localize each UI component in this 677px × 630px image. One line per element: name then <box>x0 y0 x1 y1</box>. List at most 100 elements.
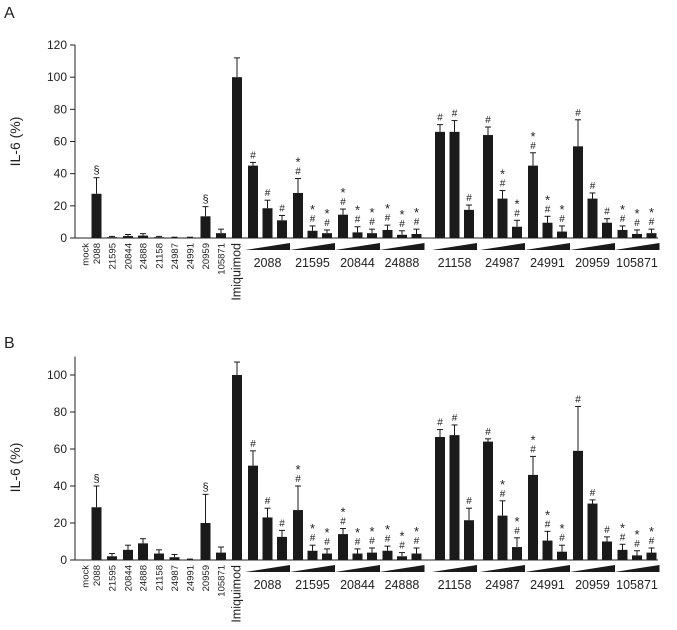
hash-mark: # <box>590 488 596 499</box>
hash-mark: # <box>279 203 285 214</box>
hash-mark: # <box>452 413 458 424</box>
bar-dose <box>367 233 377 238</box>
star-mark: * <box>399 207 404 222</box>
bar-dose <box>338 214 348 238</box>
star-mark: * <box>414 205 419 220</box>
x-tick-label: 21158 <box>155 243 166 269</box>
y-axis-label: IL-6 (%) <box>7 443 23 493</box>
bar-dose <box>464 520 474 560</box>
bar-dose <box>497 198 508 238</box>
bar-dose <box>542 540 553 560</box>
group-label: 24888 <box>385 578 420 592</box>
x-tick-label: 20959 <box>201 565 212 591</box>
bar-dose <box>512 547 522 560</box>
star-mark: * <box>634 206 639 221</box>
star-mark: * <box>500 167 505 182</box>
bar-dose <box>617 229 628 238</box>
star-mark: * <box>369 524 374 539</box>
group-label: 20959 <box>575 578 610 592</box>
hash-mark: # <box>514 208 520 219</box>
x-tick-label: 20959 <box>201 243 212 269</box>
bar-single <box>154 237 164 238</box>
y-tick-label: 100 <box>47 70 67 84</box>
dose-wedge <box>480 243 525 250</box>
dose-wedge <box>379 565 425 572</box>
hash-mark: # <box>485 115 491 126</box>
hash-mark: # <box>310 214 316 225</box>
hash-mark: # <box>250 150 256 161</box>
hash-mark: # <box>324 537 330 548</box>
hash-mark: # <box>295 474 301 485</box>
bar-single <box>154 553 164 560</box>
hash-mark: # <box>559 214 565 225</box>
bar-dose <box>528 474 538 560</box>
y-tick-label: 40 <box>54 167 68 181</box>
x-tick-label: 21158 <box>155 565 166 591</box>
hash-mark: # <box>545 519 551 530</box>
hash-mark: # <box>355 537 361 548</box>
hash-mark: # <box>265 496 271 507</box>
hash-mark: # <box>452 109 458 120</box>
star-mark: * <box>649 524 654 539</box>
bar-dose <box>397 556 407 560</box>
dose-wedge <box>335 565 380 572</box>
y-tick-label: 0 <box>60 231 67 245</box>
dose-wedge <box>480 565 525 572</box>
bar-single <box>200 523 211 560</box>
y-tick-label: 0 <box>60 553 67 567</box>
star-mark: * <box>414 524 419 539</box>
bar-dose <box>307 550 318 560</box>
significance-mark: § <box>93 165 99 177</box>
hash-mark: # <box>530 444 536 455</box>
x-tick-label: 105871 <box>217 565 228 597</box>
bar-single <box>216 233 226 238</box>
star-mark: * <box>545 192 550 207</box>
dose-wedge <box>432 565 477 572</box>
bar-dose <box>483 135 493 238</box>
x-tick-label: 2088 <box>92 243 103 264</box>
star-mark: * <box>500 477 505 492</box>
star-mark: * <box>295 154 300 169</box>
x-tick-label: mock <box>81 565 92 588</box>
bar-single <box>200 216 211 238</box>
hash-mark: # <box>369 217 375 228</box>
x-tick-label: Imiquimod <box>230 565 244 623</box>
group-label: 2088 <box>254 578 282 592</box>
dose-wedge <box>614 243 660 250</box>
star-mark: * <box>620 520 625 535</box>
hash-mark: # <box>414 217 420 228</box>
hash-mark: # <box>437 418 443 429</box>
bar-dose <box>573 146 583 238</box>
hash-mark: # <box>340 517 346 528</box>
star-mark: * <box>399 529 404 544</box>
y-tick-label: 60 <box>54 442 68 456</box>
bar-dose <box>352 553 363 560</box>
star-mark: * <box>649 205 654 220</box>
bar-single <box>138 543 148 560</box>
dose-wedge <box>432 243 477 250</box>
bar-imiquimod <box>232 77 242 239</box>
x-tick-label: 21595 <box>108 243 119 269</box>
bar-single <box>123 549 133 560</box>
bar-single <box>91 507 102 560</box>
significance-mark: § <box>202 194 208 206</box>
star-mark: * <box>340 505 345 520</box>
hash-mark: # <box>250 439 256 450</box>
bar-dose <box>449 131 460 238</box>
group-label: 105871 <box>616 578 658 592</box>
x-tick-label: 21595 <box>108 565 119 591</box>
hash-mark: # <box>649 536 655 547</box>
bar-dose <box>617 549 628 560</box>
star-mark: * <box>355 203 360 218</box>
bar-dose <box>632 555 642 560</box>
bar-dose <box>352 232 363 238</box>
star-mark: * <box>295 462 300 477</box>
group-label: 20844 <box>340 256 375 270</box>
panel-label: B <box>4 335 15 352</box>
bar-single <box>91 193 102 238</box>
bar-dose <box>602 222 612 238</box>
bar-dose <box>338 534 348 560</box>
bar-dose <box>248 165 258 238</box>
